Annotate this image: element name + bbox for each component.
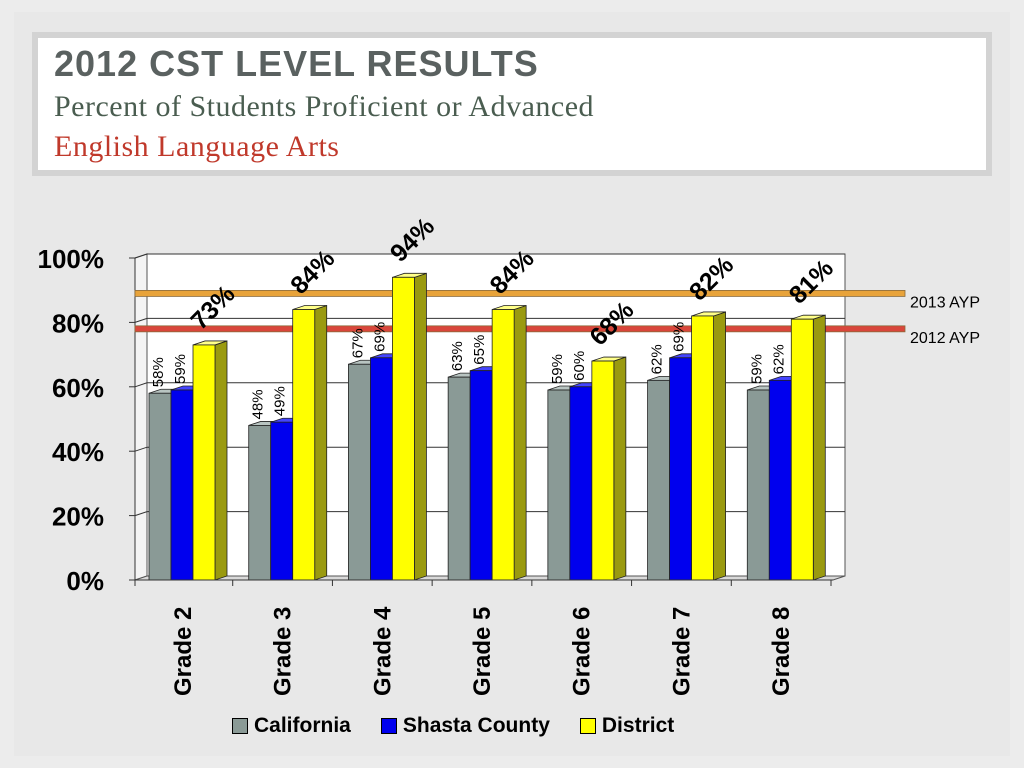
bar-side-district xyxy=(214,340,228,581)
gridline xyxy=(134,317,845,323)
bar-california xyxy=(746,389,770,581)
bar-shasta-county xyxy=(370,357,393,581)
bar-district xyxy=(491,309,515,581)
ayp-line-2013 xyxy=(134,290,906,297)
bar-california xyxy=(447,376,471,581)
data-label-california: 62% xyxy=(649,344,666,374)
bar-district xyxy=(790,318,814,581)
y-tick-label: 20% xyxy=(52,502,104,532)
legend-label-california: California xyxy=(254,714,351,737)
y-tick-label: 40% xyxy=(52,437,104,467)
x-category-label: Grade 3 xyxy=(270,607,297,696)
slide-subtitle: Percent of Students Proficient or Advanc… xyxy=(54,90,595,123)
title-box: 2012 CST Level Results Percent of Studen… xyxy=(32,32,992,176)
bar-california xyxy=(348,363,371,581)
data-label-shasta-county: 69% xyxy=(371,322,388,352)
bar-shasta-county xyxy=(669,357,692,581)
y-tick-label: 100% xyxy=(38,244,105,274)
legend-label-shasta-county: Shasta County xyxy=(402,714,550,737)
legend-item-california: California xyxy=(232,714,351,738)
bar-shasta-county xyxy=(270,421,294,581)
data-label-shasta-county: 49% xyxy=(272,386,289,416)
x-category-label: Grade 4 xyxy=(369,606,396,696)
bar-district xyxy=(192,344,216,581)
data-label-shasta-county: 65% xyxy=(471,335,488,365)
bar-california xyxy=(148,392,172,581)
ayp-label-2012: 2012 AYP xyxy=(910,330,980,347)
legend-swatch-california xyxy=(232,718,248,734)
legend-label-district: District xyxy=(601,714,675,737)
bar-shasta-county xyxy=(170,389,194,581)
slide-title: 2012 CST Level Results xyxy=(54,43,539,84)
data-label-shasta-county: 69% xyxy=(671,322,688,352)
ayp-label-2013: 2013 AYP xyxy=(910,294,980,311)
bar-shasta-county xyxy=(768,379,792,581)
bar-district xyxy=(392,276,415,581)
x-category-label: Grade 8 xyxy=(768,607,795,696)
data-label-california: 59% xyxy=(549,354,566,384)
data-label-california: 59% xyxy=(748,354,765,384)
data-label-shasta-county: 59% xyxy=(172,354,189,384)
x-category-label: Grade 5 xyxy=(469,607,496,696)
x-category-label: Grade 7 xyxy=(668,607,695,696)
bar-side-district xyxy=(713,311,726,581)
bar-side-district xyxy=(314,304,328,581)
plot-left-wall xyxy=(134,253,148,581)
bar-district xyxy=(292,309,316,581)
x-category-label: Grade 2 xyxy=(170,607,197,696)
data-label-california: 48% xyxy=(250,389,267,419)
y-tick-label: 0% xyxy=(66,566,104,596)
bar-side-district xyxy=(414,272,427,581)
legend-swatch-shasta-county xyxy=(380,718,397,734)
slide-subject: English Language Arts xyxy=(54,130,340,163)
bar-side-district xyxy=(613,356,627,581)
legend-swatch-district xyxy=(579,718,596,734)
legend-item-shasta-county: Shasta County xyxy=(380,714,550,738)
data-label-california: 58% xyxy=(150,357,167,387)
bar-side-district xyxy=(513,304,527,581)
bar-shasta-county xyxy=(469,370,493,581)
data-label-california: 67% xyxy=(349,328,366,358)
gridline xyxy=(134,253,845,259)
x-category-label: Grade 6 xyxy=(569,607,596,696)
bar-side-district xyxy=(812,314,826,581)
data-label-shasta-county: 60% xyxy=(571,351,588,381)
bar-district xyxy=(691,315,714,581)
bar-shasta-county xyxy=(569,386,593,581)
bar-district xyxy=(591,360,615,581)
data-label-shasta-county: 62% xyxy=(770,344,787,374)
data-label-california: 63% xyxy=(449,341,466,371)
bar-california xyxy=(248,425,272,581)
y-tick-label: 80% xyxy=(52,308,104,338)
bar-california xyxy=(547,389,571,581)
legend-item-district: District xyxy=(579,714,675,738)
bar-california xyxy=(647,379,670,581)
y-tick-label: 60% xyxy=(52,373,104,403)
chart-legend: California Shasta County District xyxy=(232,712,704,740)
